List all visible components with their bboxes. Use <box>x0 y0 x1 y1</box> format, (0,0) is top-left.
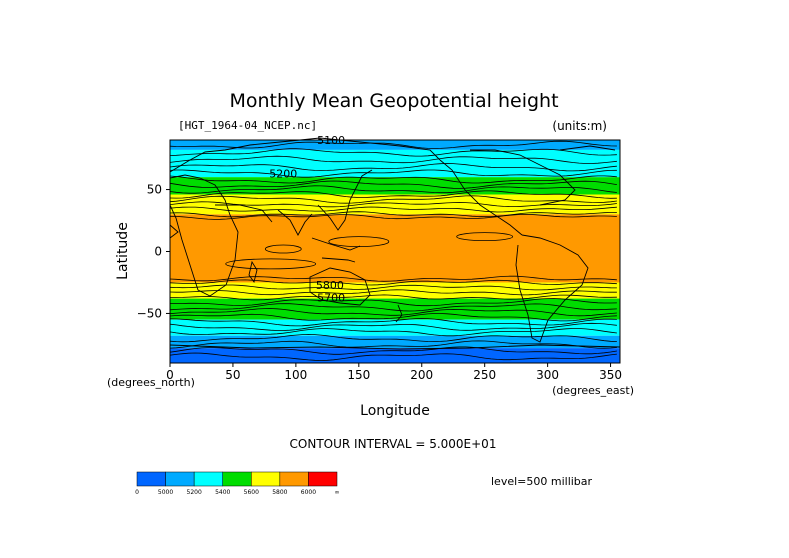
x-tick-label-4: 200 <box>410 368 433 382</box>
x-units-label: (degrees_east) <box>552 384 634 397</box>
contour-line-19 <box>170 298 617 307</box>
contour-label-1: 5200 <box>269 167 297 180</box>
x-tick-label-2: 100 <box>284 368 307 382</box>
contour-line-20 <box>169 303 617 312</box>
contour-line-1 <box>169 148 617 157</box>
contour-label-2: 5800 <box>316 279 344 292</box>
contour-line-25 <box>169 328 617 337</box>
level-text: level=500 millibar <box>491 475 593 488</box>
contour-line-15 <box>169 279 617 286</box>
x-axis-ticks: 0 50 100 150 200 250 300 350 <box>166 363 622 382</box>
y-tick-label-1: 0 <box>154 245 162 259</box>
y-tick-label-2: −50 <box>137 306 162 320</box>
colorbar-label-4: 5600 <box>244 489 259 496</box>
contour-band-2 <box>170 177 620 195</box>
colorbar-label-6: 6000 <box>301 489 316 496</box>
contour-line-11 <box>169 206 617 213</box>
colorbar-label-5: 5800 <box>272 489 287 496</box>
contour-line-24 <box>169 322 617 331</box>
contour-band-8 <box>170 335 620 349</box>
contour-line-23 <box>169 318 617 327</box>
contour-interval-text: CONTOUR INTERVAL = 5.000E+01 <box>290 437 497 451</box>
contour-line-3 <box>169 163 617 172</box>
contour-loop-1 <box>264 244 302 254</box>
chart-title: Monthly Mean Geopotential height <box>229 90 558 112</box>
contour-line-17 <box>169 289 617 296</box>
colorbar-swatch-1 <box>165 471 195 487</box>
contour-line-0 <box>169 140 617 150</box>
y-tick-label-0: 50 <box>147 183 162 197</box>
x-tick-label-1: 50 <box>225 368 240 382</box>
x-tick-label-6: 300 <box>536 368 559 382</box>
contour-line-13 <box>169 214 617 220</box>
contour-loop-3 <box>225 258 317 270</box>
x-tick-label-7: 350 <box>599 368 622 382</box>
units-label: (units:m) <box>552 119 607 133</box>
contour-band-0 <box>170 140 620 150</box>
contour-line-14 <box>169 275 617 282</box>
contour-line-16 <box>169 284 617 291</box>
contour-line-5 <box>169 175 617 184</box>
colorbar-swatch-6 <box>308 471 338 487</box>
contour-line-12 <box>169 211 617 218</box>
colorbar-swatch-0 <box>136 471 166 487</box>
filled-contour-bands <box>170 140 620 363</box>
coastlines <box>169 137 621 350</box>
colorbar: 0 5000 5200 5400 5600 5800 6000 ∞ <box>135 471 340 496</box>
colorbar-swatch-5 <box>279 471 309 487</box>
contour-lines <box>169 140 617 361</box>
contour-line-6 <box>169 180 617 189</box>
contour-line-2 <box>169 155 617 164</box>
y-axis-label: Latitude <box>115 222 131 280</box>
contour-line-4 <box>169 169 617 178</box>
contour-line-29 <box>169 352 617 361</box>
file-label: [HGT_1964-04_NCEP.nc] <box>178 119 317 132</box>
contour-label-3: 5700 <box>317 291 345 304</box>
x-tick-label-3: 150 <box>347 368 370 382</box>
contour-line-22 <box>169 313 617 322</box>
colorbar-swatch-2 <box>193 471 223 487</box>
colorbar-swatch-4 <box>251 471 281 487</box>
x-tick-label-5: 250 <box>473 368 496 382</box>
y-axis-ticks: 50 0 −50 <box>137 183 170 320</box>
x-tick-label-0: 0 <box>166 368 174 382</box>
colorbar-label-0: 0 <box>135 489 139 496</box>
contour-loop-2 <box>456 232 514 242</box>
contour-band-6 <box>170 298 620 320</box>
contour-line-21 <box>169 308 617 317</box>
colorbar-label-2: 5200 <box>187 489 202 496</box>
contour-line-18 <box>170 294 617 301</box>
colorbar-label-1: 5000 <box>158 489 173 496</box>
x-axis-label: Longitude <box>360 403 430 419</box>
colorbar-label-3: 5400 <box>215 489 230 496</box>
y-units-label: (degrees_north) <box>107 376 195 389</box>
contour-line-8 <box>169 190 617 199</box>
contour-band-4 <box>170 214 620 283</box>
contour-line-28 <box>169 346 617 355</box>
contour-label-0: 5100 <box>317 134 345 147</box>
colorbar-label-7: ∞ <box>335 489 340 496</box>
contour-line-7 <box>169 185 617 194</box>
contour-line-9 <box>169 195 617 204</box>
colorbar-swatch-3 <box>222 471 252 487</box>
contour-line-27 <box>169 340 617 349</box>
